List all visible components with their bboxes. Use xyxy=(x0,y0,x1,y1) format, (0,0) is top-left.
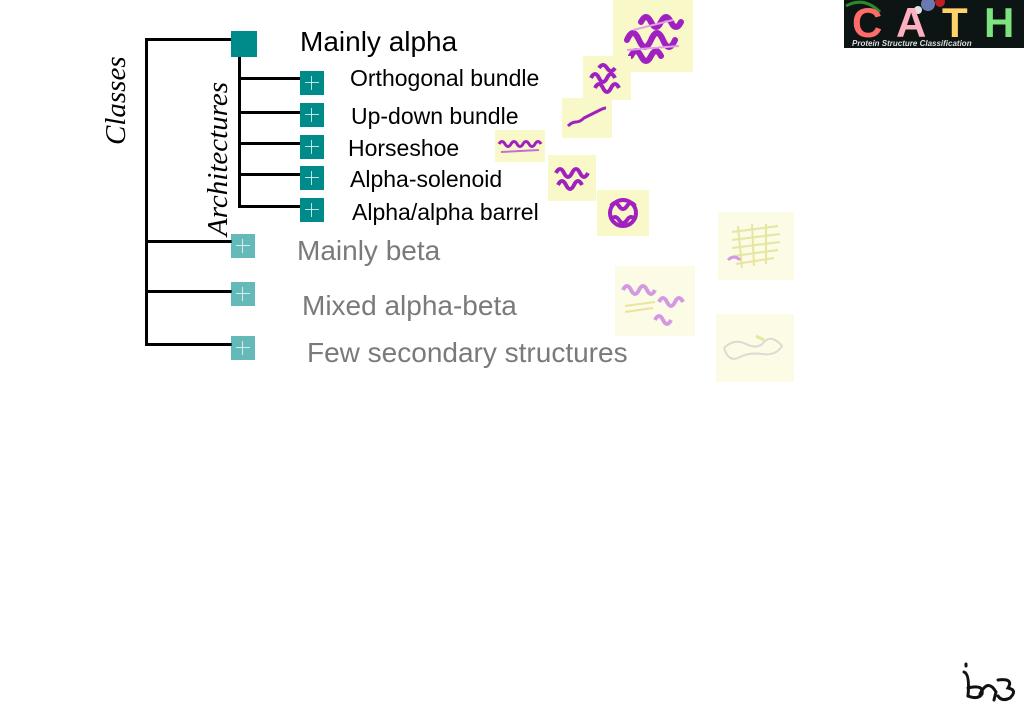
structure-thumbnail-alpha-solenoid xyxy=(548,155,596,201)
logo-letter-a: A xyxy=(896,0,927,46)
structure-thumbnail-horseshoe xyxy=(495,130,545,162)
arch-label-up-down-bundle[interactable]: Up-down bundle xyxy=(351,103,519,129)
structure-thumbnail-orthogonal-bundle xyxy=(583,56,631,100)
classes-axis-label: Classes xyxy=(100,56,132,145)
class-node-mainly-beta[interactable] xyxy=(231,234,255,258)
arch-node-alpha-alpha-barrel[interactable] xyxy=(300,198,324,222)
arch-node-orthogonal-bundle[interactable] xyxy=(300,71,324,95)
arch-branch-line xyxy=(238,205,300,208)
arch-node-up-down-bundle[interactable] xyxy=(300,103,324,127)
class-label-few-secondary-structures[interactable]: Few secondary structures xyxy=(307,337,628,368)
class-branch-line xyxy=(145,290,232,293)
logo-letter-h: H xyxy=(984,0,1015,46)
class-branch-line xyxy=(145,343,232,346)
structure-thumbnail-alpha-alpha-barrel xyxy=(597,190,649,236)
class-node-few-secondary[interactable] xyxy=(231,336,255,360)
cath-logo: C A T H Protein Structure Classification xyxy=(844,0,1024,48)
arch-label-alpha-solenoid[interactable]: Alpha-solenoid xyxy=(350,166,503,192)
structure-thumbnail-up-down-bundle xyxy=(562,98,612,138)
classes-trunk-line xyxy=(145,38,148,346)
structure-thumbnail-mixed-alpha-beta xyxy=(615,266,695,336)
class-label-mainly-beta[interactable]: Mainly beta xyxy=(297,235,441,266)
arch-branch-line xyxy=(238,77,300,80)
arch-branch-line xyxy=(238,173,300,176)
arch-node-horseshoe[interactable] xyxy=(300,135,324,159)
class-label-mixed-alpha-beta[interactable]: Mixed alpha-beta xyxy=(302,290,517,321)
arch-label-horseshoe[interactable]: Horseshoe xyxy=(348,135,460,161)
class-branch-line xyxy=(145,240,232,243)
class-label-mainly-alpha[interactable]: Mainly alpha xyxy=(300,26,458,57)
arch-branch-line xyxy=(238,142,300,145)
arch-label-alpha-alpha-barrel[interactable]: Alpha/alpha barrel xyxy=(352,199,539,225)
structure-thumbnail-mainly-beta xyxy=(718,212,794,280)
architectures-trunk-line xyxy=(238,56,241,207)
class-node-mixed-alpha-beta[interactable] xyxy=(231,282,255,306)
logo-tagline: Protein Structure Classification xyxy=(852,39,972,48)
class-node-mainly-alpha[interactable] xyxy=(231,31,257,57)
arch-node-alpha-solenoid[interactable] xyxy=(300,166,324,190)
institution-logo xyxy=(958,660,1020,702)
architectures-axis-label: Architectures xyxy=(202,81,234,236)
structure-thumbnail-few-secondary-structures xyxy=(716,314,794,382)
class-branch-line xyxy=(145,38,232,41)
arch-branch-line xyxy=(238,111,300,114)
arch-label-orthogonal-bundle[interactable]: Orthogonal bundle xyxy=(350,65,540,91)
logo-letter-c: C xyxy=(852,0,883,46)
logo-letter-t: T xyxy=(942,0,968,46)
